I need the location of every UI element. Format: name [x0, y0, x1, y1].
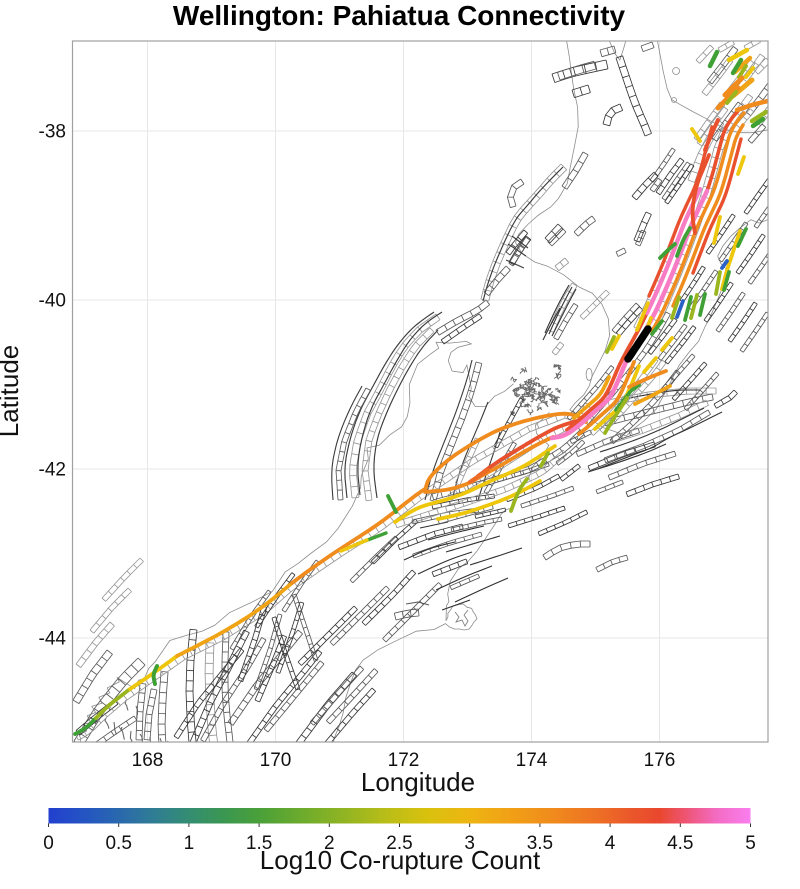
svg-text:-42: -42 [39, 460, 66, 481]
svg-text:Wellington: Pahiatua Connectiv: Wellington: Pahiatua Connectivity [173, 0, 626, 31]
svg-text:Longitude: Longitude [361, 767, 475, 797]
svg-text:172: 172 [388, 750, 420, 771]
svg-text:-38: -38 [39, 122, 66, 143]
svg-text:Latitude: Latitude [0, 345, 24, 438]
svg-text:3: 3 [464, 833, 475, 854]
svg-text:-40: -40 [39, 291, 66, 312]
svg-text:168: 168 [132, 750, 164, 771]
svg-text:3.5: 3.5 [527, 833, 553, 854]
svg-text:0.5: 0.5 [105, 833, 131, 854]
svg-text:4: 4 [605, 833, 616, 854]
svg-text:0: 0 [43, 833, 54, 854]
svg-text:4.5: 4.5 [667, 833, 693, 854]
svg-text:-44: -44 [39, 629, 67, 650]
svg-text:2: 2 [324, 833, 335, 854]
svg-text:170: 170 [260, 750, 292, 771]
svg-text:174: 174 [516, 750, 548, 771]
svg-text:5: 5 [745, 833, 756, 854]
svg-text:176: 176 [644, 750, 676, 771]
svg-text:2.5: 2.5 [386, 833, 412, 854]
svg-text:1: 1 [184, 833, 195, 854]
svg-text:1.5: 1.5 [246, 833, 272, 854]
svg-text:Log10 Co-rupture Count: Log10 Co-rupture Count [260, 845, 541, 875]
